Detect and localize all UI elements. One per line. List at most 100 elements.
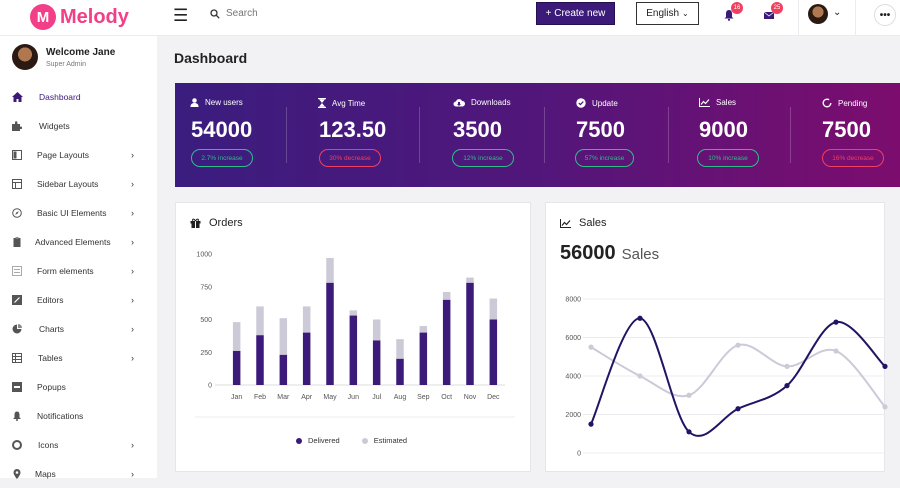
- sidebar: Welcome Jane Super Admin Dashboard Widge…: [0, 36, 157, 479]
- data-point: [833, 348, 839, 354]
- x-tick-label: Oct: [441, 394, 452, 401]
- chevron-right-icon: ›: [131, 236, 134, 247]
- chart-line-icon: [560, 218, 571, 228]
- chart-line-icon: [699, 98, 710, 107]
- sidebar-item-maps[interactable]: Maps ›: [0, 459, 157, 488]
- stat-change-badge: 30% decrease: [319, 149, 381, 167]
- stats-banner: New users 54000 2.7% increase Avg Time 1…: [175, 83, 900, 187]
- envelope-icon: [763, 11, 775, 19]
- popup-icon: [12, 381, 22, 392]
- estimated-bar: [489, 298, 498, 320]
- messages-button[interactable]: 25: [763, 2, 783, 24]
- card-title: Orders: [209, 217, 243, 229]
- card-header: Sales: [560, 217, 607, 229]
- create-new-button[interactable]: + Create new: [536, 2, 615, 25]
- sidebar-item-widgets[interactable]: Widgets: [0, 111, 157, 140]
- logo-mark-icon: M: [30, 4, 56, 30]
- delivered-bar: [372, 340, 381, 385]
- estimated-bar: [466, 277, 474, 283]
- divider: [798, 0, 799, 36]
- estimated-bar: [419, 326, 428, 333]
- stat-label: Avg Time: [332, 98, 366, 108]
- data-point: [686, 392, 692, 398]
- menu-toggle-icon[interactable]: ☰: [173, 6, 189, 25]
- delivered-bar: [326, 282, 334, 385]
- stat-change-badge: 16% decrease: [822, 149, 884, 167]
- language-select[interactable]: English ⌄: [636, 2, 699, 25]
- gift-icon: [190, 218, 201, 228]
- card-title: Sales: [579, 217, 607, 229]
- sidebar-item-label: Sidebar Layouts: [37, 178, 99, 189]
- hourglass-icon: [318, 98, 326, 108]
- divider: [286, 107, 287, 163]
- y-tick-label: 8000: [565, 297, 581, 304]
- sidebar-item-sidebar-layouts[interactable]: Sidebar Layouts ›: [0, 169, 157, 198]
- search-input[interactable]: [226, 8, 386, 19]
- sidebar-item-label: Dashboard: [39, 91, 81, 102]
- y-tick-label: 1000: [196, 252, 212, 259]
- page-layout-icon: [12, 149, 22, 160]
- sidebar-item-charts[interactable]: Charts ›: [0, 314, 157, 343]
- notifications-button[interactable]: 16: [723, 2, 743, 24]
- sidebar-item-tables[interactable]: Tables ›: [0, 343, 157, 372]
- x-tick-label: Sep: [417, 394, 430, 401]
- estimated-bar: [232, 322, 241, 351]
- sidebar-item-page-layouts[interactable]: Page Layouts ›: [0, 140, 157, 169]
- stat-header: Update: [576, 98, 618, 108]
- map-pin-icon: [13, 468, 21, 479]
- more-options-button[interactable]: •••: [874, 4, 896, 26]
- stat-label: New users: [205, 98, 243, 107]
- puzzle-icon: [12, 120, 22, 131]
- stat-header: Pending: [822, 98, 867, 108]
- chevron-right-icon: ›: [131, 352, 134, 363]
- y-tick-label: 250: [200, 350, 212, 357]
- sidebar-item-label: Popups: [37, 381, 66, 392]
- sidebar-item-label: Editors: [37, 294, 64, 305]
- chevron-down-icon: ⌄: [682, 9, 689, 18]
- divider: [790, 107, 791, 163]
- sidebar-item-popups[interactable]: Popups: [0, 372, 157, 401]
- brand-logo[interactable]: M Melody: [30, 4, 129, 30]
- sidebar-item-dashboard[interactable]: Dashboard: [0, 82, 157, 111]
- cloud-download-icon: [453, 99, 465, 107]
- stat-value: 3500: [453, 117, 502, 142]
- data-point: [637, 315, 643, 321]
- divider: [668, 107, 669, 163]
- logo-text: Melody: [60, 5, 129, 28]
- chevron-right-icon: ›: [131, 294, 134, 305]
- legend-swatch-delivered: [296, 437, 302, 444]
- sidebar-item-notifications[interactable]: Notifications: [0, 401, 157, 430]
- sidebar-item-basic-ui-elements[interactable]: Basic UI Elements ›: [0, 198, 157, 227]
- user-avatar[interactable]: [808, 4, 828, 24]
- sales-series-line-dark: [590, 317, 886, 437]
- stat-header: New users: [190, 98, 243, 107]
- sidebar-item-advanced-elements[interactable]: Advanced Elements ›: [0, 227, 157, 256]
- stat-label: Update: [592, 98, 618, 108]
- avatar: [12, 44, 38, 70]
- sidebar-item-icons[interactable]: Icons ›: [0, 430, 157, 459]
- sidebar-item-label: Basic UI Elements: [37, 207, 107, 218]
- language-label: English: [646, 8, 680, 19]
- chevron-right-icon: ›: [131, 439, 134, 450]
- chevron-down-icon[interactable]: ⌄: [833, 7, 842, 18]
- sales-total-unit: Sales: [621, 246, 660, 263]
- sales-total-value: 56000: [560, 242, 616, 264]
- stat-change-badge: 57% increase: [575, 149, 634, 167]
- y-tick-label: 0: [577, 451, 581, 458]
- user-icon: [190, 98, 199, 107]
- sidebar-item-editors[interactable]: Editors ›: [0, 285, 157, 314]
- sidebar-item-form-elements[interactable]: Form elements ›: [0, 256, 157, 285]
- stat-value: 7500: [822, 117, 871, 142]
- estimated-bar: [302, 306, 311, 333]
- search-icon: [210, 8, 220, 19]
- chevron-right-icon: ›: [131, 265, 134, 276]
- sidebar-item-label: Tables: [38, 352, 63, 363]
- sidebar-profile[interactable]: Welcome Jane Super Admin: [12, 44, 115, 70]
- bell-icon: [724, 10, 734, 21]
- stat-header: Downloads: [453, 98, 511, 107]
- estimated-bar: [256, 306, 264, 336]
- sidebar-item-label: Form elements: [37, 265, 94, 276]
- data-point: [784, 383, 790, 389]
- clipboard-icon: [13, 236, 21, 247]
- data-point: [833, 319, 839, 325]
